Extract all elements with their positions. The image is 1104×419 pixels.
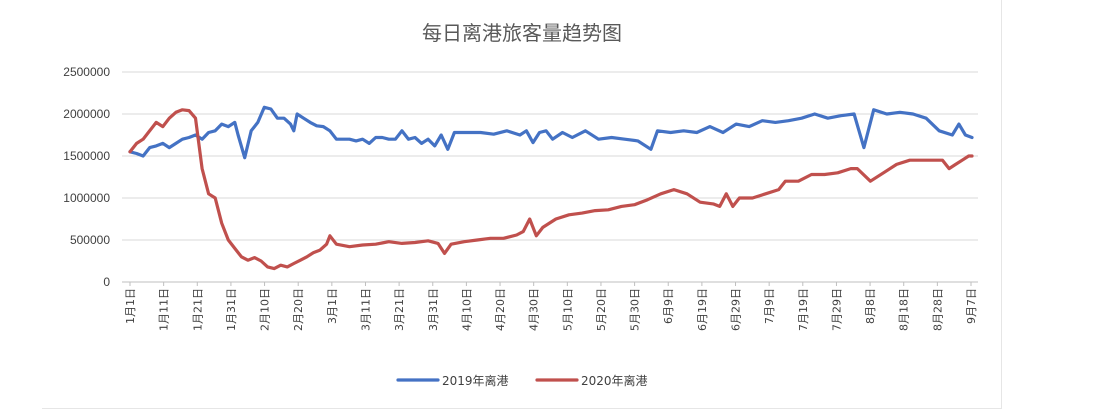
legend: 2019年离港 2020年离港	[396, 373, 648, 388]
grid-lines	[122, 71, 978, 283]
y-tick-label: 2500000	[63, 65, 110, 79]
y-tick-label: 500000	[70, 233, 110, 247]
x-tick-label: 4月20日	[494, 288, 507, 331]
series-group	[128, 105, 974, 271]
x-tick-label: 7月19日	[797, 288, 810, 331]
legend-label: 2020年离港	[581, 373, 648, 388]
y-tick-label: 2000000	[63, 107, 110, 121]
legend-label: 2019年离港	[442, 373, 509, 388]
x-tick-label: 2月10日	[259, 288, 272, 331]
y-tick-label: 1500000	[63, 149, 110, 163]
x-tick-label: 8月18日	[898, 288, 911, 331]
x-tick-label: 3月1日	[326, 288, 339, 324]
x-tick-label: 8月8日	[864, 288, 877, 324]
y-axis-ticks: 2500000 2000000 1500000 1000000 500000 0	[63, 65, 110, 289]
x-tick-label: 6月19日	[696, 288, 709, 331]
x-tick-label: 3月11日	[359, 288, 372, 331]
x-tick-label: 4月30日	[528, 288, 541, 331]
series-line-2020	[128, 108, 974, 271]
x-tick-label: 1月21日	[191, 288, 204, 331]
x-tick-label: 5月30日	[629, 288, 642, 331]
series-line-2019	[128, 105, 974, 160]
x-tick-label: 7月9日	[763, 288, 776, 324]
x-tick-label: 6月29日	[730, 288, 743, 331]
y-tick-label: 0	[103, 275, 110, 289]
x-tick-label: 7月29日	[830, 288, 843, 331]
chart-frame	[42, 0, 1002, 409]
x-tick-label: 5月20日	[595, 288, 608, 331]
y-tick-label: 1000000	[63, 191, 110, 205]
x-tick-label: 6月9日	[662, 288, 675, 324]
x-tick-label: 4月10日	[460, 288, 473, 331]
x-tick-label: 3月21日	[393, 288, 406, 331]
chart-title: 每日离港旅客量趋势图	[422, 21, 622, 45]
x-tick-label: 9月7日	[965, 288, 978, 324]
x-tick-label: 2月20日	[292, 288, 305, 331]
x-tick-label: 1月11日	[158, 288, 171, 331]
x-tick-label: 1月1日	[124, 288, 137, 324]
x-tick-label: 8月28日	[931, 288, 944, 331]
x-tick-label: 5月10日	[561, 288, 574, 331]
x-axis-ticks: 1月1日 1月11日 1月21日 1月31日 2月10日 2月20日 3月1日 3月11日 3月…	[124, 282, 978, 331]
x-tick-label: 3月31日	[427, 288, 440, 331]
x-tick-label: 1月31日	[225, 288, 238, 331]
